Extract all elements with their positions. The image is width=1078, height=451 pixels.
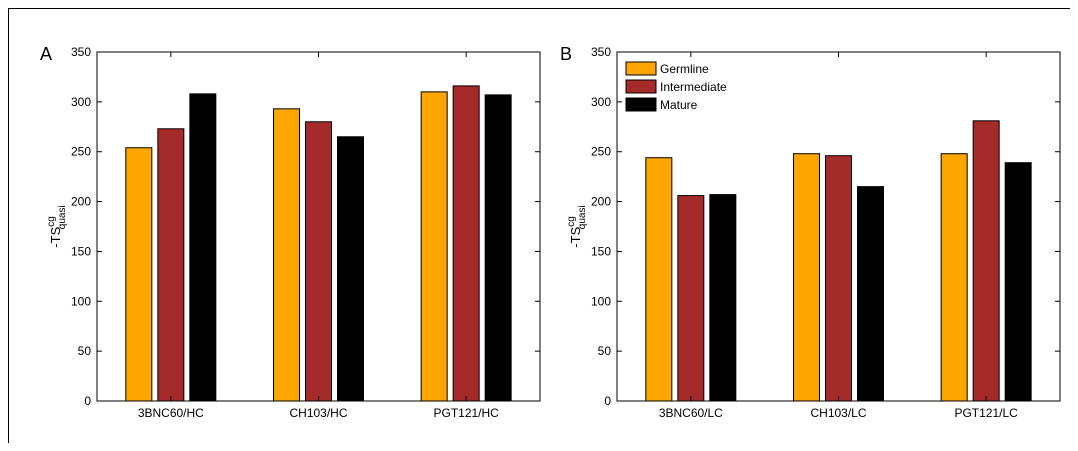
- panel-b-ytick-label: 0: [604, 394, 611, 408]
- panel-a-ytick-label: 300: [71, 95, 91, 109]
- panel-b-bar-intermediate-1: [677, 195, 705, 402]
- panel-b-xtick-label: PGT121/LC: [954, 406, 1018, 420]
- panel-b-bar-germline-3: [940, 153, 968, 402]
- panel-b-ytick-label: 300: [591, 95, 611, 109]
- panel-a-ytick-label: 350: [71, 45, 91, 59]
- panel-b-ylabel: -TScgquasi: [566, 205, 588, 247]
- panel-b-legend-swatch-mature: [625, 97, 657, 112]
- panel-a-label: A: [40, 44, 52, 64]
- panel-a-ytick-label: 0: [84, 394, 91, 408]
- panel-a-bar-mature-2: [337, 136, 364, 402]
- panel-a-bar-germline-2: [273, 108, 300, 402]
- panel-b-ytick-label: 50: [598, 344, 612, 358]
- panel-b-ytick-label: 250: [591, 145, 611, 159]
- panel-b-bar-intermediate-3: [972, 120, 1000, 402]
- panel-b-label: B: [560, 44, 572, 64]
- panel-b-bar-mature-2: [857, 186, 884, 402]
- panel-a-bar-intermediate-3: [452, 85, 480, 402]
- panel-a-chart: A -TScgquasi 3BNC60/HC CH103/HC PGT121/HC 0 50…: [40, 44, 541, 420]
- panel-a-bar-mature-1: [189, 93, 217, 402]
- panel-a-ytick-label: 100: [71, 294, 91, 308]
- panel-b-bar-mature-3: [1004, 162, 1032, 402]
- panel-a-bar-germline-1: [125, 147, 153, 402]
- panel-b-ytick-label: 150: [591, 244, 611, 258]
- panel-b-legend-label-germline: Germline: [660, 62, 709, 76]
- panel-a-ytick-label: 50: [78, 344, 92, 358]
- panel-b-chart: B -TScgquasi 3BNC60/LC CH103/LC PGT121/LC 0 50…: [560, 44, 1061, 420]
- panel-a-bar-mature-3: [484, 94, 512, 402]
- panel-b-bar-germline-1: [645, 157, 673, 402]
- panel-a-xtick-label: CH103/HC: [289, 406, 347, 420]
- panel-b-legend-swatch-germline: [625, 61, 657, 76]
- figure-frame: [8, 8, 1070, 443]
- panel-a-ytick-label: 250: [71, 145, 91, 159]
- panel-b-bar-intermediate-2: [825, 155, 852, 402]
- panel-a-axes-box: [96, 51, 541, 402]
- panel-b-ytick-label: 100: [591, 294, 611, 308]
- panel-a-ytick-label: 200: [71, 195, 91, 209]
- panel-b-legend-swatch-intermediate: [625, 79, 657, 94]
- panel-b-ytick-label: 200: [591, 195, 611, 209]
- panel-a-xtick-label: 3BNC60/HC: [138, 406, 204, 420]
- panel-a-bar-intermediate-1: [157, 128, 185, 402]
- panel-a-bar-germline-3: [420, 91, 448, 402]
- panel-b-legend-label-mature: Mature: [660, 98, 698, 112]
- panel-b-xtick-label: 3BNC60/LC: [659, 406, 723, 420]
- panel-a-bar-intermediate-2: [305, 121, 332, 402]
- panel-b-legend-label-intermediate: Intermediate: [660, 80, 727, 94]
- panel-a-ylabel: -TScgquasi: [46, 205, 68, 247]
- panel-b-ytick-label: 350: [591, 45, 611, 59]
- panel-a-xtick-label: PGT121/HC: [433, 406, 499, 420]
- panel-b-bar-mature-1: [709, 194, 737, 402]
- panel-b-xtick-label: CH103/LC: [810, 406, 866, 420]
- panel-b-axes-box: [616, 51, 1061, 402]
- panel-a-ytick-label: 150: [71, 244, 91, 258]
- panel-b-bar-germline-2: [793, 153, 820, 402]
